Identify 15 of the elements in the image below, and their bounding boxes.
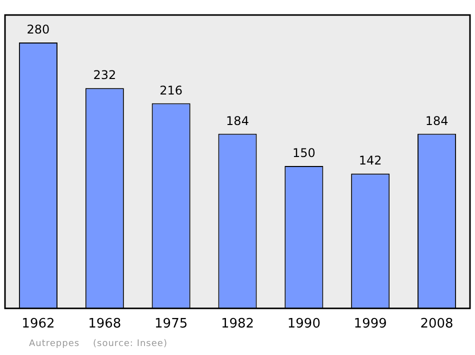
x-tick-label: 2008: [420, 316, 454, 332]
x-tick-label: 1990: [287, 316, 320, 332]
data-label: 184: [425, 114, 448, 128]
x-tick-label: 1962: [22, 316, 55, 332]
text: Autreppes (source: Insee): [29, 339, 168, 349]
data-label: 142: [358, 154, 382, 168]
x-tick-label: 1982: [220, 316, 254, 332]
data-label: 232: [93, 68, 116, 82]
x-tick-label: 1968: [88, 316, 122, 332]
data-label: 280: [26, 22, 50, 37]
x-tick-label: 1999: [354, 316, 387, 332]
x-tick-label: 1975: [154, 316, 188, 332]
data-label: 216: [160, 83, 183, 98]
data-label: 184: [226, 114, 249, 128]
data-label: 150: [292, 146, 316, 160]
